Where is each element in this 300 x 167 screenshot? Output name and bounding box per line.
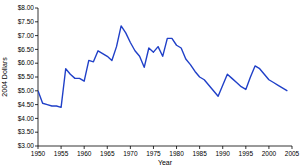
x-tick-label: 1955	[54, 150, 69, 157]
y-tick-label: $5.00	[18, 87, 35, 94]
x-tick-label: 1985	[192, 150, 207, 157]
y-tick	[35, 132, 38, 133]
x-tick	[38, 146, 39, 149]
x-tick-label: 1975	[146, 150, 161, 157]
y-tick-label: $3.00	[18, 142, 35, 149]
x-tick-label: 1995	[239, 150, 254, 157]
y-tick	[35, 104, 38, 105]
x-tick-label: 1970	[123, 150, 138, 157]
data-line	[38, 26, 287, 107]
y-tick	[35, 49, 38, 50]
y-tick	[35, 21, 38, 22]
x-tick	[245, 146, 246, 149]
y-tick-label: $6.00	[18, 59, 35, 66]
y-tick	[35, 35, 38, 36]
x-tick	[199, 146, 200, 149]
y-tick	[35, 146, 38, 147]
x-tick-label: 2000	[262, 150, 277, 157]
x-tick	[292, 146, 293, 149]
x-axis-title: Year	[158, 159, 173, 166]
x-tick-label: 1960	[77, 150, 92, 157]
x-tick	[84, 146, 85, 149]
x-tick	[130, 146, 131, 149]
y-tick-label: $3.50	[18, 128, 35, 135]
y-tick-label: $8.00	[18, 4, 35, 11]
x-tick-label: 1950	[31, 150, 46, 157]
y-tick	[35, 118, 38, 119]
x-axis	[38, 146, 292, 147]
y-tick	[35, 77, 38, 78]
x-tick	[222, 146, 223, 149]
x-tick	[176, 146, 177, 149]
x-tick-label: 1980	[169, 150, 184, 157]
x-tick	[107, 146, 108, 149]
y-tick-label: $7.00	[18, 32, 35, 39]
x-tick	[268, 146, 269, 149]
chart: $3.00 $3.50 $4.00 $4.50 $5.00 $5.50 $6.00 $6.50…	[0, 0, 300, 167]
x-tick-label: 2005	[285, 150, 300, 157]
y-tick-label: $4.00	[18, 115, 35, 122]
y-tick-label: $7.50	[18, 18, 35, 25]
x-tick	[61, 146, 62, 149]
plot-area	[38, 26, 287, 107]
y-tick-label: $4.50	[18, 101, 35, 108]
y-tick	[35, 63, 38, 64]
x-tick	[153, 146, 154, 149]
x-tick-label: 1965	[100, 150, 115, 157]
y-tick	[35, 8, 38, 9]
y-tick-label: $6.50	[18, 46, 35, 53]
y-axis-title: 2004 Dollars	[1, 57, 8, 97]
y-tick	[35, 90, 38, 91]
x-tick-label: 1990	[215, 150, 230, 157]
y-tick-label: $5.50	[18, 73, 35, 80]
